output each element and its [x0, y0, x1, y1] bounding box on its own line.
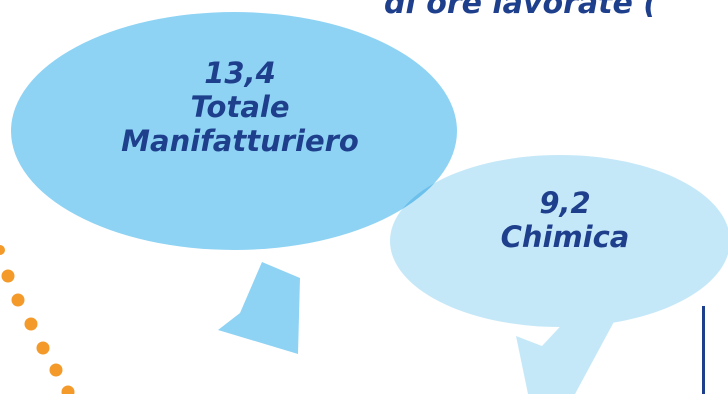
bubble-label-line: Chimica: [500, 220, 630, 254]
bubble-label-totale: 13,4 Totale Manifatturiero: [80, 56, 400, 158]
bubble-value: 9,2: [539, 186, 591, 220]
bubble-chimica: [390, 155, 728, 394]
bubble-label-line: Manifatturiero: [121, 124, 359, 158]
vertical-divider: [702, 306, 705, 394]
bubble-tail-arrow: [218, 262, 300, 354]
title-fragment: di ore lavorate (: [384, 0, 657, 21]
bubble-label-chimica: 9,2 Chimica: [420, 186, 710, 254]
bubble-tail-arrow: [516, 316, 616, 394]
dotted-line: [0, 245, 75, 394]
bubble-value: 13,4: [204, 56, 276, 90]
bubble-totale-manifatturiero: [11, 12, 457, 354]
bubble-label-line: Totale: [190, 90, 290, 124]
